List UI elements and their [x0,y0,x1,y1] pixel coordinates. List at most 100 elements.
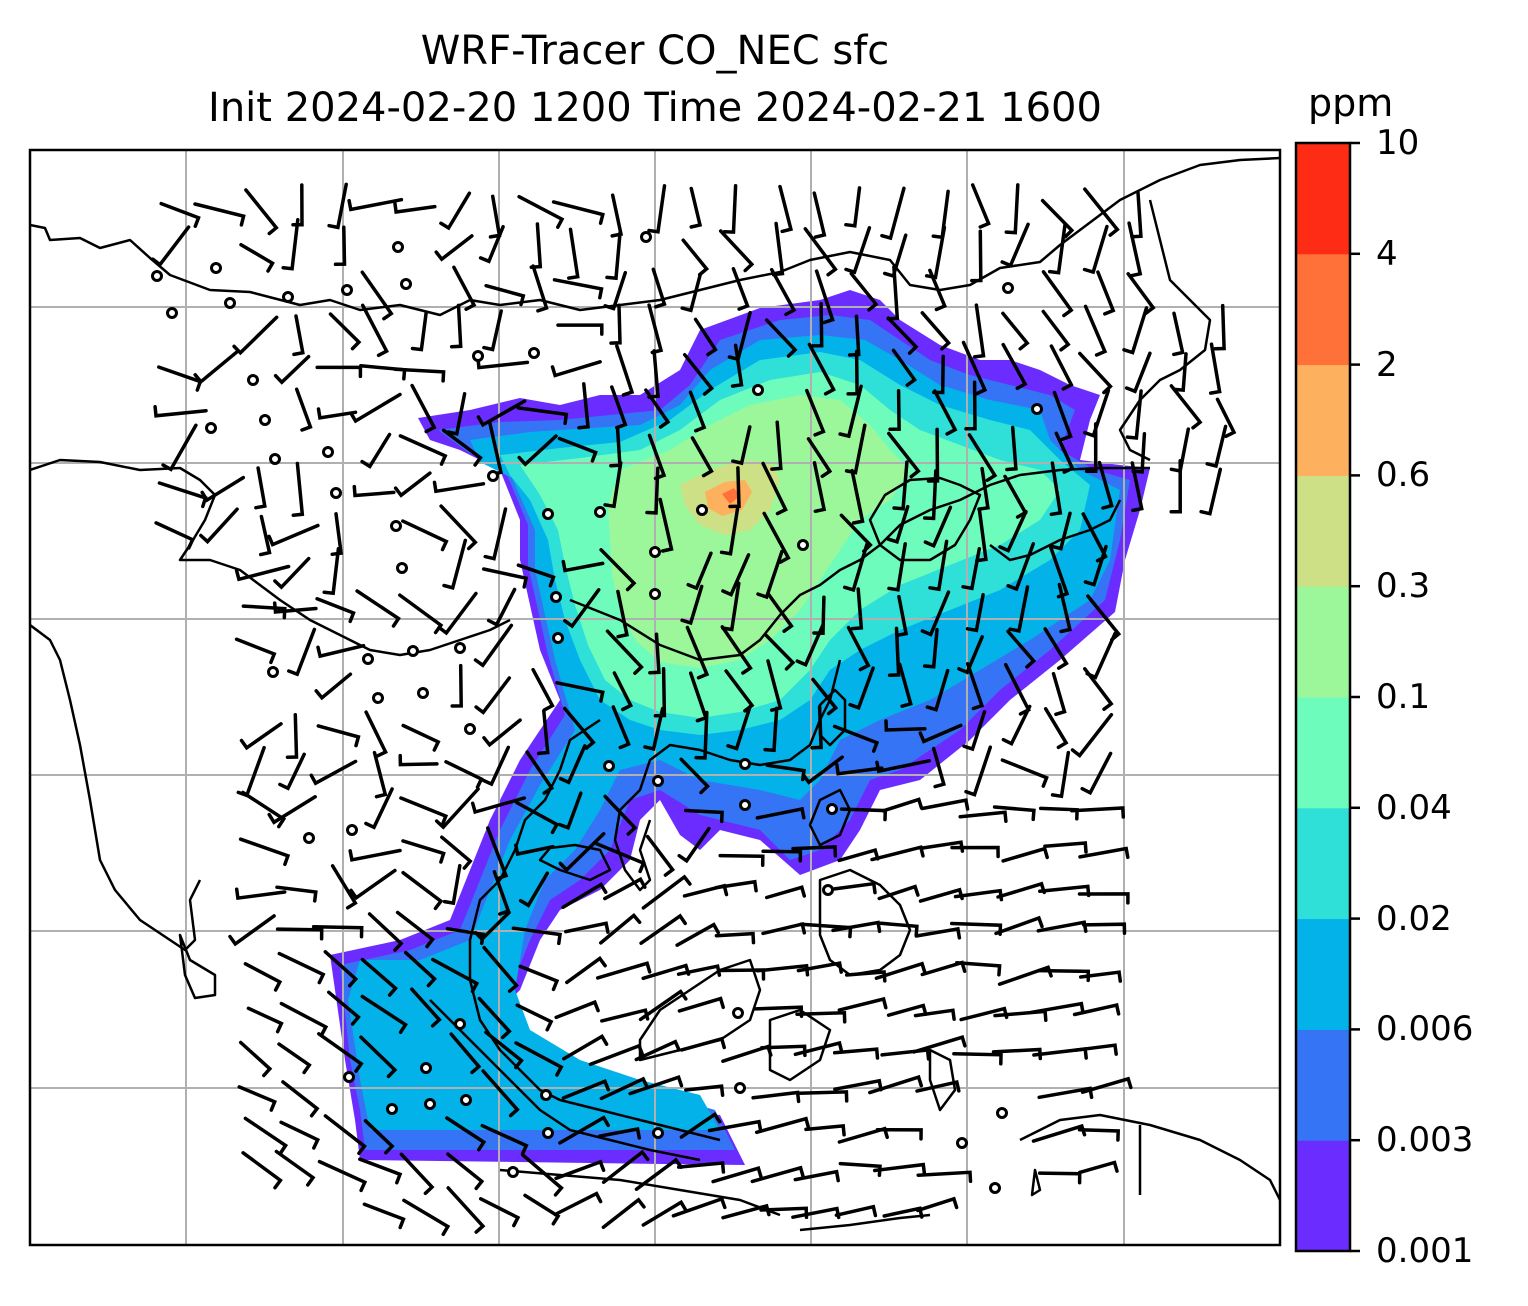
wind-barb [832,881,877,895]
wind-barb [1049,461,1063,517]
wind-barb [1049,344,1074,391]
wind-barb [352,484,396,498]
wind-barb [769,267,797,317]
wind-barb [679,1036,726,1052]
wind-barb [880,1048,931,1061]
wind-barb [676,964,722,977]
wind-barb [924,225,947,280]
wind-barb [686,551,713,591]
wind-barb [682,352,715,396]
colorbar-tick-label: 2 [1376,344,1398,385]
wind-barb [605,629,644,675]
wind-barb [1082,224,1109,275]
wind-barb [601,1149,650,1184]
wind-barb [557,791,583,830]
wind-barb [291,461,305,517]
wind-barb [847,314,861,357]
wind-barb [872,1162,927,1176]
wind-barb [442,863,462,906]
wind-barb [561,882,608,909]
wind-barb [161,423,198,472]
wind-barb [1169,384,1203,430]
wind-barb [562,706,596,750]
wind-barb [796,961,843,974]
wind-barb [1004,183,1020,235]
wind-barb [1083,187,1120,237]
wind-barb [992,805,1036,822]
wind-barb [653,667,667,718]
wind-barb [241,604,287,620]
colorbar-tick-label: 0.1 [1376,677,1431,717]
calm-wind-circle [322,446,334,458]
wind-barb [445,1116,487,1152]
calm-wind-circle [542,508,554,520]
wind-barb [609,303,622,345]
wind-barb [1096,270,1116,316]
wind-barb [690,436,714,478]
wind-barb [483,507,508,561]
wind-barb [599,548,637,592]
wind-barb [349,392,402,424]
calm-wind-circle [739,799,751,811]
colorbar-tick-label: 4 [1376,233,1398,274]
wind-barb [645,466,660,515]
wind-barb [151,225,191,268]
wind-barb [1043,707,1069,750]
wind-barb [402,1198,451,1237]
wind-barb [805,388,826,437]
wind-barb [1078,846,1130,860]
wind-barb [870,845,925,862]
wind-barb [965,662,985,711]
wind-barb [281,1080,320,1118]
calm-wind-circle [282,291,294,303]
wind-barb [564,921,610,934]
wind-barb [721,1203,771,1220]
calm-wind-circle [205,422,217,434]
wind-barb [267,795,317,825]
wind-barb [731,425,752,466]
wind-barb [473,910,511,942]
wind-barb [875,1127,923,1141]
wind-barb [1069,806,1126,819]
wind-barb [399,1152,435,1196]
wind-barb [553,1191,603,1217]
wind-barb [241,790,287,829]
wind-barb [887,542,907,592]
calm-wind-circle [420,1062,432,1074]
wind-barb [998,509,1028,553]
calm-wind-circle [649,588,661,600]
wind-barb [531,264,549,313]
calm-wind-circle [454,642,466,654]
wind-barb [511,926,562,946]
wind-barb [814,269,835,325]
wind-barb [1006,629,1037,669]
calm-wind-circle [151,270,163,282]
wind-barb [778,184,794,234]
wind-barb [1000,758,1049,788]
wind-barb [1078,970,1123,983]
wind-barb [449,1032,482,1075]
wind-barb [330,512,344,557]
wind-barb [964,745,993,797]
wind-barb [886,504,910,544]
wind-barb [603,270,628,311]
wind-barb [1083,304,1108,357]
calm-wind-circle [417,687,429,699]
wind-barb [239,242,275,273]
colorbar-segment [1296,253,1350,366]
calm-wind-circle [372,692,384,704]
wind-barb [234,637,277,665]
calm-wind-circle [392,241,404,253]
wind-barb [726,704,752,751]
wind-barb [920,590,951,637]
wind-barb [797,1090,849,1103]
wind-barb [764,885,807,900]
wind-barb [316,724,361,748]
wind-barb [638,989,688,1022]
wind-barb [658,497,674,553]
calm-wind-circle [396,562,408,574]
wind-barb [410,311,428,352]
calm-wind-circle [552,632,564,644]
wind-barb [1041,309,1071,352]
wind-barb [676,1161,726,1174]
